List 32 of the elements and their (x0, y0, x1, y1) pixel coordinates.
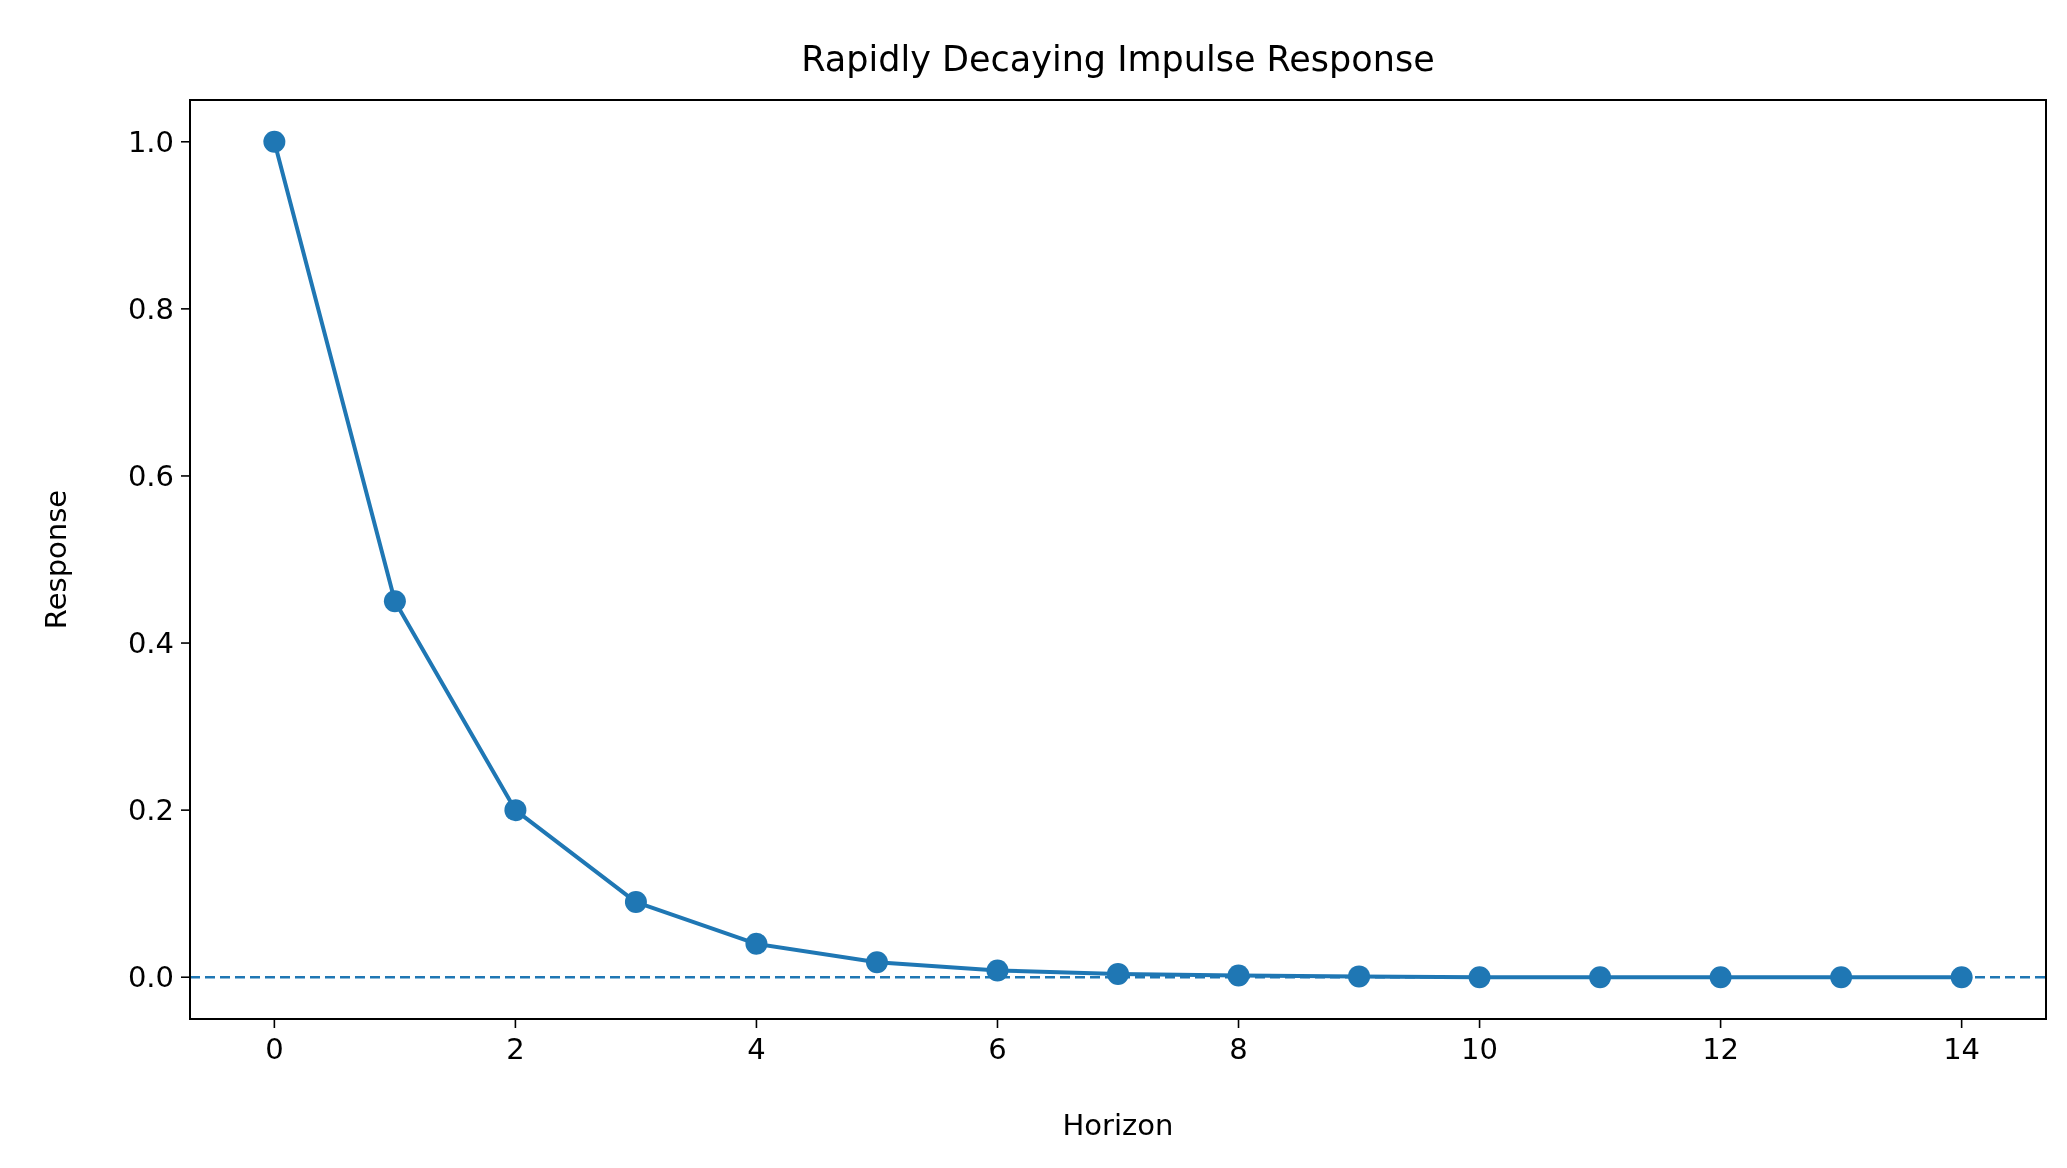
y-tick-label: 0.8 (127, 291, 174, 326)
point (383, 590, 406, 613)
y-tick-label: 0.2 (127, 793, 174, 828)
point (1830, 966, 1853, 989)
point (865, 951, 888, 974)
y-axis-title: Response (39, 489, 73, 630)
y-tick-label: 0.4 (127, 626, 174, 661)
x-tick-label: 8 (1229, 1032, 1248, 1066)
x-tick-label: 0 (265, 1032, 284, 1066)
point (986, 959, 1009, 982)
point (1589, 966, 1612, 989)
y-tick-label: 0.6 (127, 458, 174, 493)
point (1950, 966, 1973, 989)
x-tick-label: 6 (988, 1032, 1007, 1066)
point (263, 130, 286, 153)
point (1348, 965, 1371, 988)
chart-title: Rapidly Decaying Impulse Response (801, 39, 1435, 79)
point (504, 799, 527, 822)
point (745, 932, 768, 955)
x-tick-label: 12 (1702, 1032, 1740, 1066)
point (1468, 966, 1491, 989)
y-tick-label: 1.0 (127, 124, 174, 159)
y-tick-label: 0.0 (127, 960, 174, 995)
x-tick-label: 2 (506, 1032, 525, 1066)
x-tick-label: 4 (747, 1032, 766, 1066)
x-axis-title: Horizon (1062, 1108, 1174, 1142)
point (1227, 964, 1250, 987)
point (624, 891, 647, 914)
x-tick-label: 10 (1461, 1032, 1499, 1066)
x-tick-label: 14 (1943, 1032, 1981, 1066)
point (1107, 962, 1129, 985)
point (1709, 966, 1732, 989)
